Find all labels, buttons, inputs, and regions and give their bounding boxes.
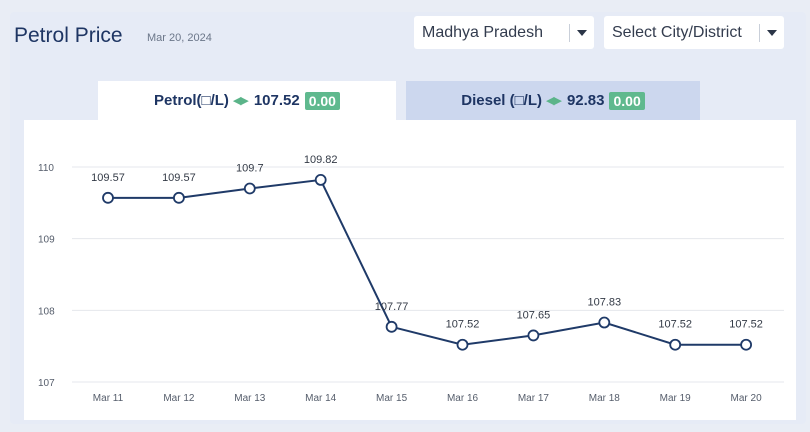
data-label: 107.52 bbox=[729, 319, 763, 331]
data-label: 107.83 bbox=[587, 297, 621, 309]
tab-diesel-price: 92.83 bbox=[566, 92, 605, 109]
tab-diesel[interactable]: Diesel (□/L) ◀▶ 92.83 0.00 bbox=[406, 81, 700, 120]
chevron-down-icon[interactable] bbox=[570, 29, 594, 36]
data-point bbox=[598, 316, 611, 329]
y-tick-label: 109 bbox=[38, 235, 55, 246]
city-select[interactable]: Select City/District bbox=[604, 16, 784, 49]
chevron-down-icon[interactable] bbox=[760, 29, 784, 36]
x-tick-label: Mar 11 bbox=[93, 393, 124, 404]
data-label: 109.82 bbox=[304, 154, 338, 166]
state-select[interactable]: Madhya Pradesh bbox=[414, 16, 594, 49]
price-line-chart: 107 108 109 110 Mar 11 Mar 12 Mar 13 Mar 14 Mar … bbox=[38, 154, 784, 404]
change-arrows-icon: ◀▶ bbox=[546, 95, 562, 107]
change-arrows-icon: ◀▶ bbox=[232, 95, 249, 107]
data-point bbox=[102, 191, 114, 204]
select-divider bbox=[759, 23, 760, 42]
data-point bbox=[385, 320, 398, 333]
x-tick-label: Mar 13 bbox=[234, 393, 266, 404]
y-tick-label: 107 bbox=[38, 378, 55, 389]
page-title: Petrol Price bbox=[14, 24, 123, 47]
tab-petrol-change-badge: 0.00 bbox=[304, 91, 340, 110]
x-tick-label: Mar 17 bbox=[518, 393, 550, 404]
x-tick-label: Mar 19 bbox=[660, 393, 692, 404]
tab-petrol[interactable]: Petrol(□/L) ◀▶ 107.52 0.00 bbox=[98, 81, 396, 120]
data-label: 107.52 bbox=[446, 319, 480, 331]
x-tick-label: Mar 14 bbox=[305, 393, 337, 404]
data-point bbox=[740, 338, 752, 351]
select-divider bbox=[569, 23, 570, 42]
x-tick-label: Mar 15 bbox=[376, 393, 408, 404]
tab-petrol-price: 107.52 bbox=[253, 92, 300, 109]
data-label: 109.7 bbox=[236, 163, 264, 175]
data-label: 107.65 bbox=[517, 309, 551, 321]
x-tick-label: Mar 20 bbox=[731, 393, 763, 404]
data-point bbox=[669, 338, 682, 351]
price-date: Mar 20, 2024 bbox=[147, 32, 212, 44]
x-tick-label: Mar 16 bbox=[447, 393, 479, 404]
data-point bbox=[456, 338, 469, 351]
city-select-label: Select City/District bbox=[612, 23, 742, 41]
tab-diesel-change-badge: 0.00 bbox=[609, 91, 645, 110]
x-tick-label: Mar 18 bbox=[589, 393, 621, 404]
data-point bbox=[314, 174, 327, 186]
data-label: 107.52 bbox=[658, 319, 692, 331]
data-point bbox=[527, 329, 540, 342]
data-point bbox=[172, 191, 185, 204]
chart-panel: 107 108 109 110 Mar 11 Mar 12 Mar 13 Mar 14 Mar … bbox=[24, 120, 796, 420]
x-tick-label: Mar 12 bbox=[163, 393, 195, 404]
data-point bbox=[243, 182, 256, 195]
data-label: 109.57 bbox=[162, 172, 196, 184]
y-tick-label: 108 bbox=[38, 306, 55, 317]
data-label: 109.57 bbox=[91, 172, 125, 184]
state-select-label: Madhya Pradesh bbox=[422, 23, 543, 41]
data-label: 107.77 bbox=[375, 301, 409, 313]
series-line bbox=[108, 178, 747, 346]
tab-petrol-label: Petrol(□/L) bbox=[154, 92, 229, 109]
y-tick-label: 110 bbox=[38, 163, 54, 174]
tab-diesel-label: Diesel (□/L) bbox=[461, 92, 543, 109]
